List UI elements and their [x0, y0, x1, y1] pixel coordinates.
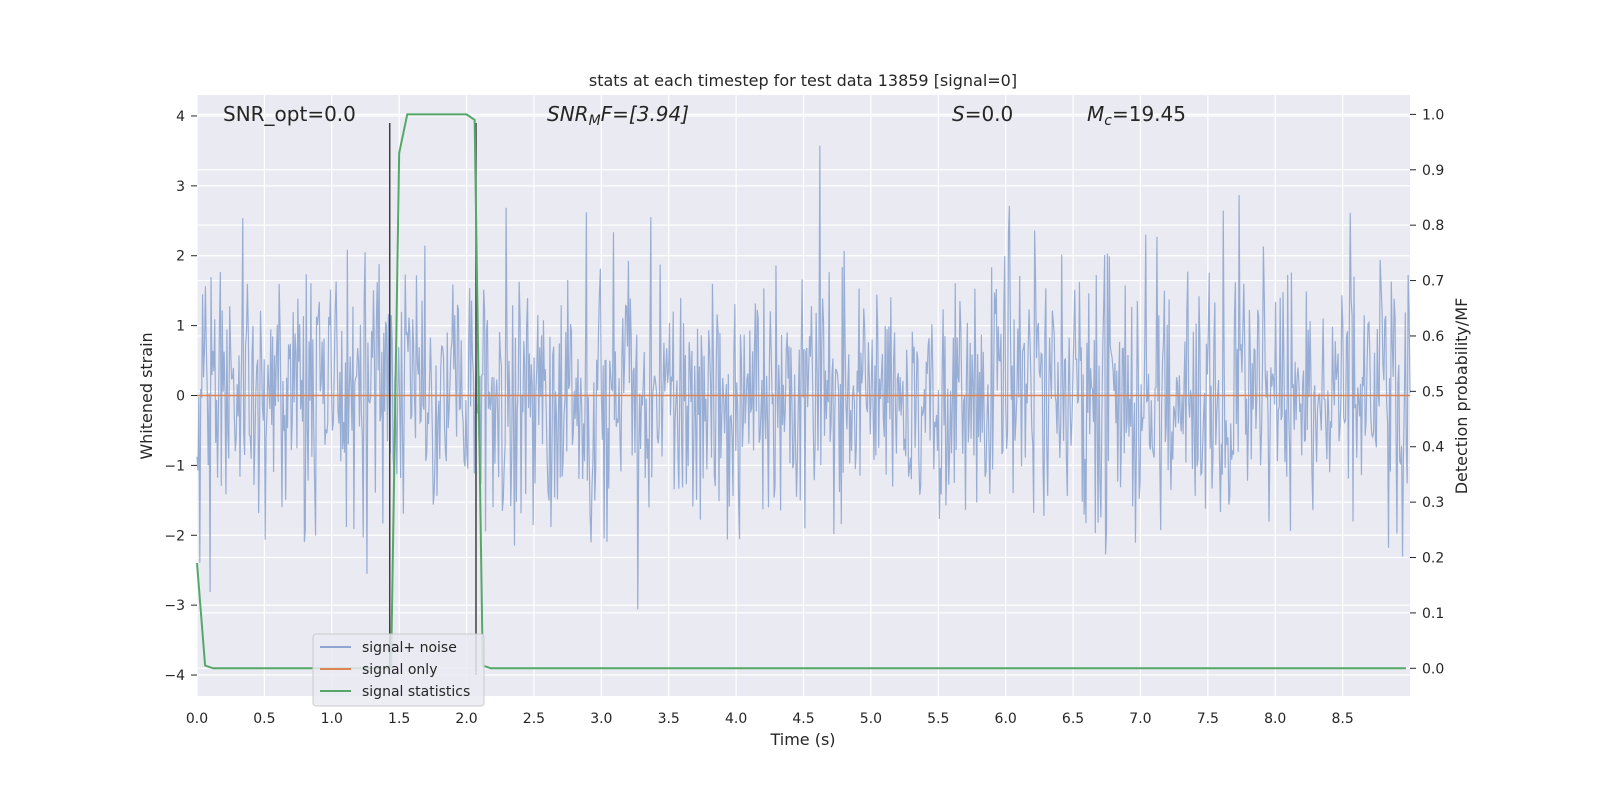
legend-label-signal-noise: signal+ noise: [362, 640, 457, 656]
y-tick-label: −2: [164, 528, 185, 544]
x-axis-label: Time (s): [769, 730, 835, 749]
y-tick-label: 3: [176, 179, 185, 195]
y2-tick-label: 0.7: [1422, 274, 1444, 290]
y-axis-right-label: Detection probability/MF: [1452, 298, 1471, 495]
y-tick-label: −3: [164, 598, 185, 614]
annotation-s-main: S: [952, 102, 965, 126]
annotation-snr-opt: SNR_opt=0.0: [223, 102, 356, 126]
x-tick-label: 5.5: [927, 711, 949, 727]
series-line-signal-noise: [196, 145, 1411, 610]
legend: signal+ noise signal only signal statist…: [312, 633, 485, 707]
legend-label-signal-only: signal only: [362, 662, 437, 678]
y-tick-label: 1: [176, 319, 185, 335]
y2-tick-label: 0.0: [1422, 661, 1444, 677]
annotation-mc-rest: =19.45: [1112, 102, 1186, 126]
legend-box: [312, 633, 485, 707]
x-tick-label: 1.0: [321, 711, 343, 727]
y-axis-right-ticks: 0.0 0.1 0.2 0.3 0.4 0.5 0.6 0.7 0.8 0.9 1.0: [1410, 107, 1444, 677]
annotation-snr-mf-sub: M: [589, 113, 601, 129]
x-tick-label: 7.0: [1129, 711, 1151, 727]
x-tick-label: 4.0: [725, 711, 747, 727]
x-tick-label: 3.5: [658, 711, 680, 727]
y2-tick-label: 0.4: [1422, 440, 1444, 456]
y-tick-label: −1: [164, 458, 185, 474]
x-tick-label: 6.5: [1062, 711, 1084, 727]
annotation-snr-mf: SNRMF=[3.94]: [547, 102, 689, 129]
y2-tick-label: 0.8: [1422, 218, 1444, 234]
y-tick-label: 0: [176, 389, 185, 405]
legend-label-signal-statistics: signal statistics: [362, 684, 470, 700]
y2-tick-label: 0.2: [1422, 551, 1444, 567]
y-axis-ticks: −4 −3 −2 −1 0 1 2 3 4: [164, 109, 197, 684]
annotation-mc-main: M: [1087, 102, 1104, 126]
chart-title: stats at each timestep for test data 138…: [589, 71, 1017, 90]
y-tick-label: −4: [164, 668, 185, 684]
x-tick-label: 0.0: [186, 711, 208, 727]
x-axis-ticks: 0.0 0.5 1.0 1.5 2.0 2.5 3.0 3.5 4.0 4.5 5.0 5.5 6.0 6…: [186, 711, 1354, 727]
annotation-snr-mf-rest: F=[3.94]: [601, 102, 689, 126]
annotation-mc-sub: c: [1104, 113, 1112, 129]
series-signal-statistics: [196, 113, 1406, 670]
y-tick-label: 2: [176, 249, 185, 265]
x-tick-label: 8.0: [1264, 711, 1286, 727]
y2-tick-label: 1.0: [1422, 107, 1444, 123]
series-signal-noise: [196, 145, 1411, 610]
y2-tick-label: 0.1: [1422, 606, 1444, 622]
x-tick-label: 2.0: [455, 711, 477, 727]
x-tick-label: 3.0: [590, 711, 612, 727]
y2-tick-label: 0.5: [1422, 384, 1444, 400]
x-tick-label: 1.5: [388, 711, 410, 727]
annotation-s-rest: =0.0: [965, 102, 1014, 126]
y2-tick-label: 0.6: [1422, 329, 1444, 345]
annotation-snr-mf-main: SNR: [547, 102, 589, 126]
x-tick-label: 5.0: [860, 711, 882, 727]
x-tick-label: 8.5: [1331, 711, 1353, 727]
y-tick-label: 4: [176, 109, 185, 125]
y2-tick-label: 0.3: [1422, 495, 1444, 511]
annotation-s: S=0.0: [952, 102, 1013, 126]
x-tick-label: 4.5: [792, 711, 814, 727]
x-tick-label: 7.5: [1197, 711, 1219, 727]
annotation-mc: Mc=19.45: [1087, 102, 1186, 129]
series-line-signal-statistics: [196, 113, 1406, 670]
x-tick-label: 2.5: [523, 711, 545, 727]
x-tick-label: 6.0: [995, 711, 1017, 727]
x-tick-label: 0.5: [253, 711, 275, 727]
y2-tick-label: 0.9: [1422, 163, 1444, 179]
y-axis-label: Whitened strain: [137, 332, 156, 459]
